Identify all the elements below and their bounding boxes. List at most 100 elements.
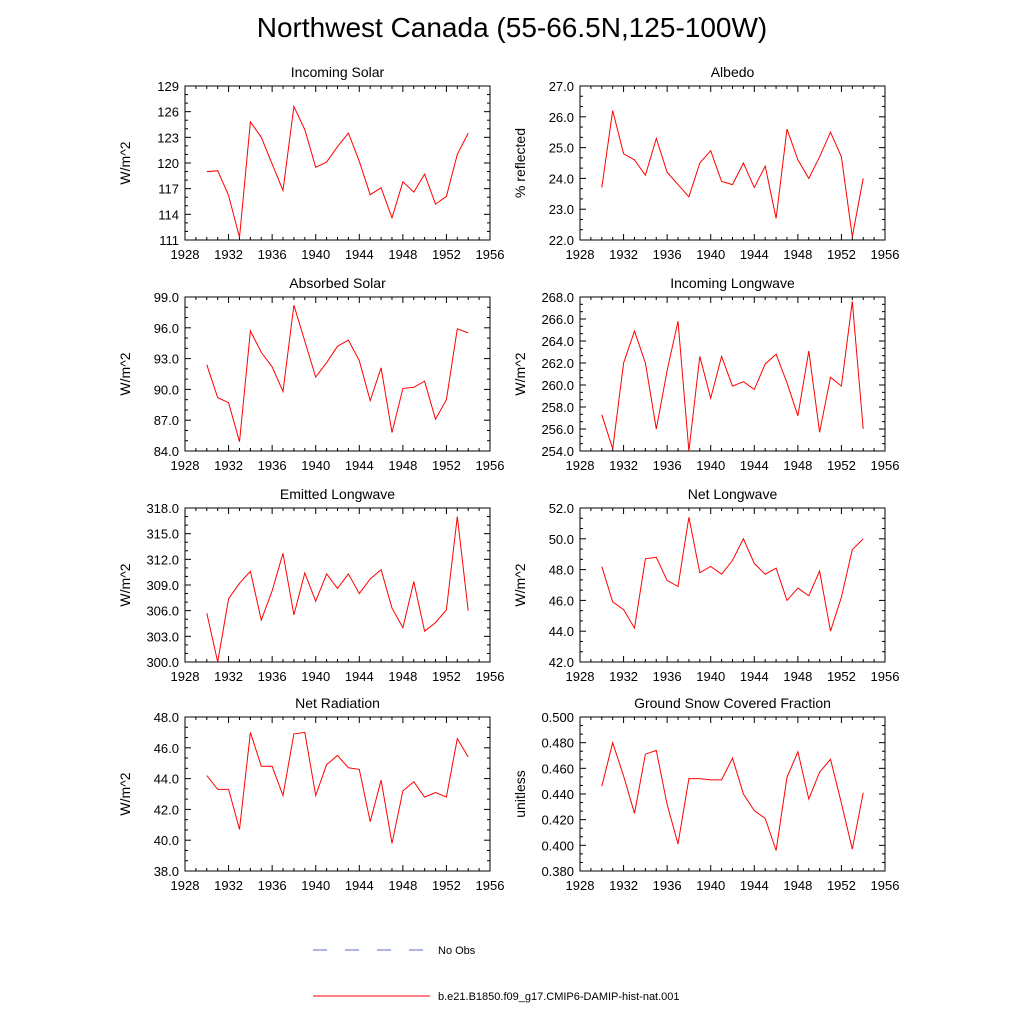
- x-tick-label: 1944: [345, 458, 374, 473]
- y-tick-label: 23.0: [549, 202, 574, 217]
- y-tick-label: 46.0: [549, 593, 574, 608]
- x-tick-label: 1936: [258, 247, 287, 262]
- series-line-albedo: [601, 110, 864, 237]
- x-tick-label: 1948: [388, 669, 417, 684]
- x-tick-label: 1956: [871, 247, 900, 262]
- y-tick-label: 96.0: [154, 321, 179, 336]
- y-tick-label: 26.0: [549, 110, 574, 125]
- panel-title-incoming-longwave: Incoming Longwave: [670, 275, 795, 291]
- x-tick-label: 1944: [740, 669, 769, 684]
- y-axis-title: W/m^2: [512, 563, 528, 606]
- y-tick-label: 27.0: [549, 79, 574, 94]
- y-tick-label: 117: [158, 182, 179, 197]
- legend-label: b.e21.B1850.f09_g17.CMIP6-DAMIP-hist-nat…: [438, 991, 680, 1003]
- plot-frame: [184, 716, 491, 872]
- x-tick-label: 1932: [609, 247, 638, 262]
- x-tick-label: 1944: [740, 458, 769, 473]
- x-tick-label: 1940: [301, 878, 330, 893]
- plot-frame: [184, 507, 491, 663]
- y-axis-title: W/m^2: [117, 563, 133, 606]
- x-tick-label: 1940: [696, 878, 725, 893]
- x-tick-label: 1948: [783, 669, 812, 684]
- chart-panel-albedo: 1928 1932 1936 1940 1944 1948 1952 1956 22.0 23.0…: [512, 64, 899, 262]
- x-tick-label: 1932: [214, 247, 243, 262]
- x-tick-label: 1948: [783, 878, 812, 893]
- y-tick-label: 114: [158, 207, 179, 222]
- plot-frame: [579, 85, 886, 241]
- y-tick-label: 0.480: [541, 736, 574, 751]
- y-tick-label: 0.400: [541, 838, 574, 853]
- x-tick-label: 1928: [566, 247, 595, 262]
- y-tick-label: 48.0: [549, 563, 574, 578]
- y-tick-label: 268.0: [541, 290, 574, 305]
- chart-panel-incoming-solar: 1928 1932 1936 1940 1944 1948 1952 1956 111 114 11…: [117, 64, 504, 262]
- chart-panel-incoming-longwave: 1928 1932 1936 1940 1944 1948 1952 1956 254.0 256…: [512, 275, 899, 473]
- x-tick-label: 1928: [566, 669, 595, 684]
- x-tick-label: 1948: [783, 458, 812, 473]
- y-tick-label: 0.440: [541, 787, 574, 802]
- y-axis-title: W/m^2: [512, 352, 528, 395]
- x-tick-label: 1932: [609, 458, 638, 473]
- x-tick-label: 1948: [388, 458, 417, 473]
- x-tick-label: 1936: [653, 458, 682, 473]
- panel-title-net-longwave: Net Longwave: [688, 486, 778, 502]
- y-tick-label: 315.0: [146, 527, 179, 542]
- x-tick-label: 1956: [476, 458, 505, 473]
- y-tick-label: 22.0: [549, 233, 574, 248]
- y-axis-title: unitless: [512, 770, 528, 817]
- y-tick-label: 42.0: [154, 802, 179, 817]
- x-tick-label: 1936: [653, 669, 682, 684]
- y-tick-label: 46.0: [154, 741, 179, 756]
- series-line-net-radiation: [206, 731, 469, 844]
- plot-frame: [579, 507, 886, 663]
- y-tick-label: 84.0: [154, 444, 179, 459]
- y-tick-label: 260.0: [541, 378, 574, 393]
- y-tick-label: 300.0: [146, 655, 179, 670]
- x-tick-label: 1928: [566, 878, 595, 893]
- chart-panel-emitted-longwave: 1928 1932 1936 1940 1944 1948 1952 1956 300.0 303…: [117, 486, 504, 684]
- y-tick-label: 309.0: [146, 578, 179, 593]
- x-tick-label: 1932: [214, 878, 243, 893]
- legend-label: No Obs: [438, 945, 476, 957]
- y-tick-label: 258.0: [541, 400, 574, 415]
- x-tick-label: 1956: [476, 247, 505, 262]
- y-tick-label: 264.0: [541, 334, 574, 349]
- panel-title-net-radiation: Net Radiation: [295, 695, 380, 711]
- plot-frame: [184, 85, 491, 241]
- x-tick-label: 1956: [476, 669, 505, 684]
- x-tick-label: 1932: [609, 878, 638, 893]
- x-tick-label: 1948: [388, 878, 417, 893]
- y-tick-label: 99.0: [154, 290, 179, 305]
- y-axis-title: W/m^2: [117, 141, 133, 184]
- y-tick-label: 129: [157, 79, 179, 94]
- y-tick-label: 266.0: [541, 312, 574, 327]
- y-tick-label: 256.0: [541, 422, 574, 437]
- x-tick-label: 1952: [432, 669, 461, 684]
- y-tick-label: 254.0: [541, 444, 574, 459]
- y-tick-label: 111: [159, 233, 179, 248]
- series-line-emitted-longwave: [206, 516, 469, 663]
- x-tick-label: 1956: [871, 669, 900, 684]
- x-tick-label: 1928: [171, 669, 200, 684]
- y-tick-label: 25.0: [549, 141, 574, 156]
- y-tick-label: 0.420: [541, 813, 574, 828]
- y-tick-label: 40.0: [154, 833, 179, 848]
- y-tick-label: 303.0: [146, 629, 179, 644]
- panel-title-incoming-solar: Incoming Solar: [291, 64, 385, 80]
- y-tick-label: 0.500: [541, 710, 574, 725]
- x-tick-label: 1928: [171, 878, 200, 893]
- panel-title-ground-snow-covered-fraction: Ground Snow Covered Fraction: [634, 695, 831, 711]
- y-tick-label: 50.0: [549, 532, 574, 547]
- panel-title-albedo: Albedo: [711, 64, 755, 80]
- legend-item-no-obs: No Obs: [313, 945, 476, 957]
- y-tick-label: 0.380: [541, 864, 574, 879]
- legend-item-b-e21-b1850-f09-g17-cmip6-damip-hist-nat-001: b.e21.B1850.f09_g17.CMIP6-DAMIP-hist-nat…: [313, 991, 680, 1003]
- y-tick-label: 120: [157, 156, 179, 171]
- y-tick-label: 123: [157, 130, 179, 145]
- page-title: Northwest Canada (55-66.5N,125-100W): [256, 12, 768, 43]
- y-tick-label: 48.0: [154, 710, 179, 725]
- y-tick-label: 52.0: [549, 501, 574, 516]
- y-tick-label: 262.0: [541, 356, 574, 371]
- series-line-ground-snow-covered-fraction: [601, 740, 864, 851]
- x-tick-label: 1952: [827, 669, 856, 684]
